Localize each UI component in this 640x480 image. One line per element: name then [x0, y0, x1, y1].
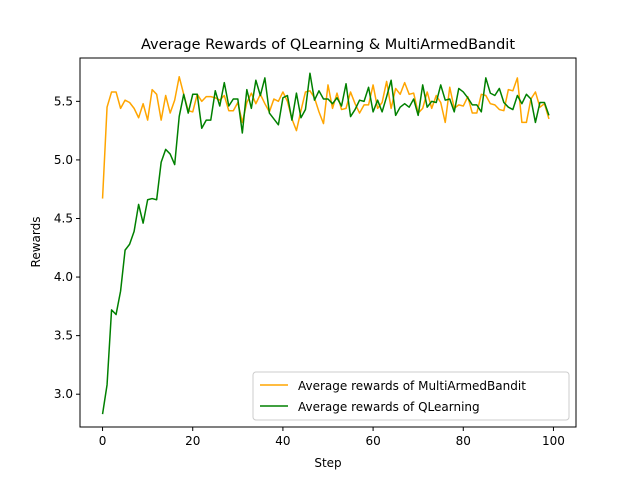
x-tick-label: 40: [275, 434, 290, 448]
y-tick-label: 3.0: [54, 387, 73, 401]
x-tick-label: 20: [185, 434, 200, 448]
x-tick-label: 80: [456, 434, 471, 448]
y-tick-label: 4.0: [54, 270, 73, 284]
series-layer: [101, 72, 550, 415]
plot-frame: [79, 57, 577, 428]
y-axis-label: Rewards: [29, 217, 43, 268]
legend-label-qlearning: Average rewards of QLearning: [298, 400, 480, 414]
x-tick-label: 100: [542, 434, 565, 448]
y-tick-label: 3.5: [54, 329, 73, 343]
legend-label-multiarmedbandit: Average rewards of MultiArmedBandit: [298, 379, 526, 393]
y-tick-label: 5.5: [54, 94, 73, 108]
series-line-multiarmedbandit: [101, 75, 550, 199]
legend: Average rewards of MultiArmedBandit Aver…: [252, 371, 570, 421]
x-tick-label: 0: [99, 434, 107, 448]
x-axis-ticks: 0 20 40 60 80 100: [99, 427, 565, 448]
chart-title: Average Rewards of QLearning & MultiArme…: [141, 37, 515, 53]
y-axis-ticks: 3.0 3.5 4.0 4.5 5.0 5.5: [54, 94, 80, 401]
x-tick-label: 60: [365, 434, 380, 448]
legend-box: [252, 371, 570, 421]
x-axis-label: Step: [314, 456, 341, 470]
y-tick-label: 5.0: [54, 153, 73, 167]
y-tick-label: 4.5: [54, 211, 73, 225]
series-line-qlearning: [101, 72, 550, 415]
